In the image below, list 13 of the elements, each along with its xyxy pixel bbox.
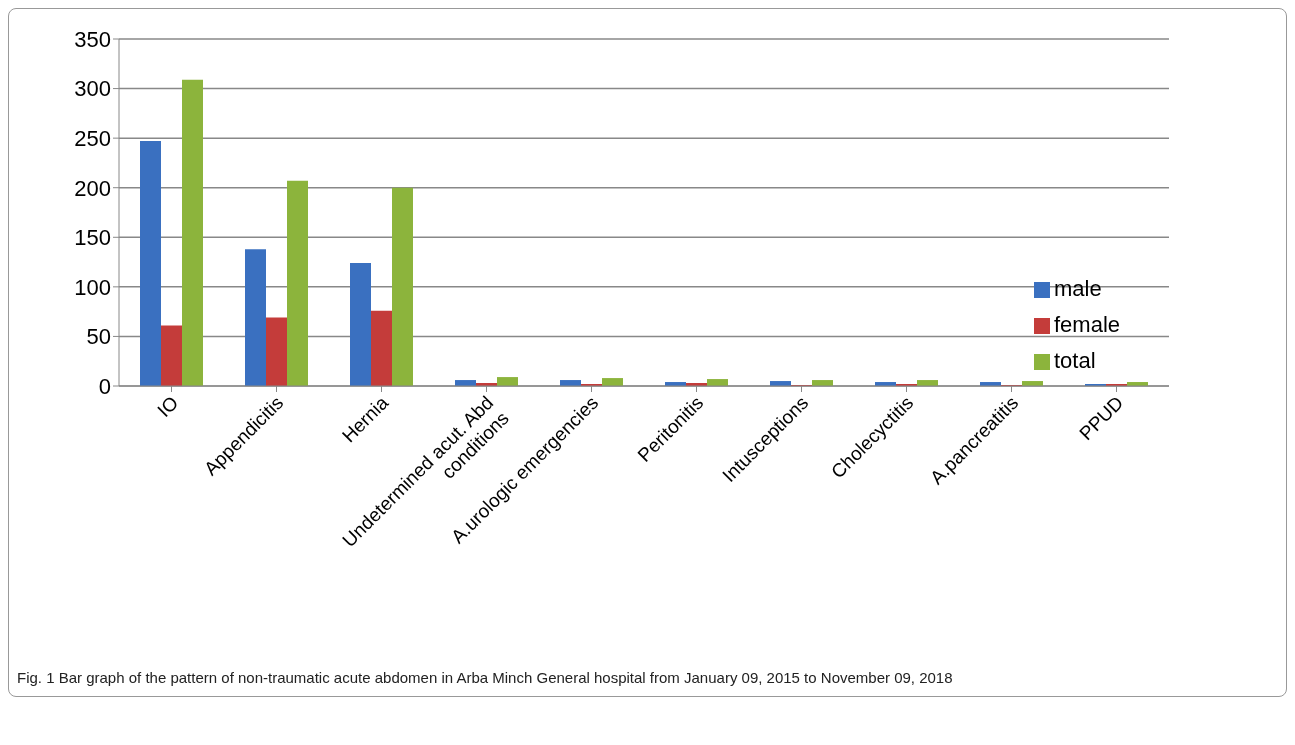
y-tick-label: 200 — [74, 175, 111, 201]
legend-label: male — [1054, 276, 1102, 301]
caption: Fig. 1 Bar graph of the pattern of non-traumatic acute abdomen in Arba Minch General hospital from January 09, 2015 to November 09, 2018 — [16, 669, 954, 688]
y-tick-label: 250 — [74, 125, 111, 151]
x-tick-label: IO — [153, 391, 183, 422]
y-tick-label: 50 — [86, 324, 111, 350]
y-tick-label: 150 — [74, 225, 111, 251]
y-tick-label: 0 — [98, 373, 111, 399]
y-tick-label: 100 — [74, 274, 111, 300]
y-tick-label: 300 — [74, 76, 111, 102]
y-tick-label: 350 — [74, 26, 111, 52]
legend-label: total — [1054, 348, 1096, 373]
legend-label: female — [1054, 312, 1121, 337]
